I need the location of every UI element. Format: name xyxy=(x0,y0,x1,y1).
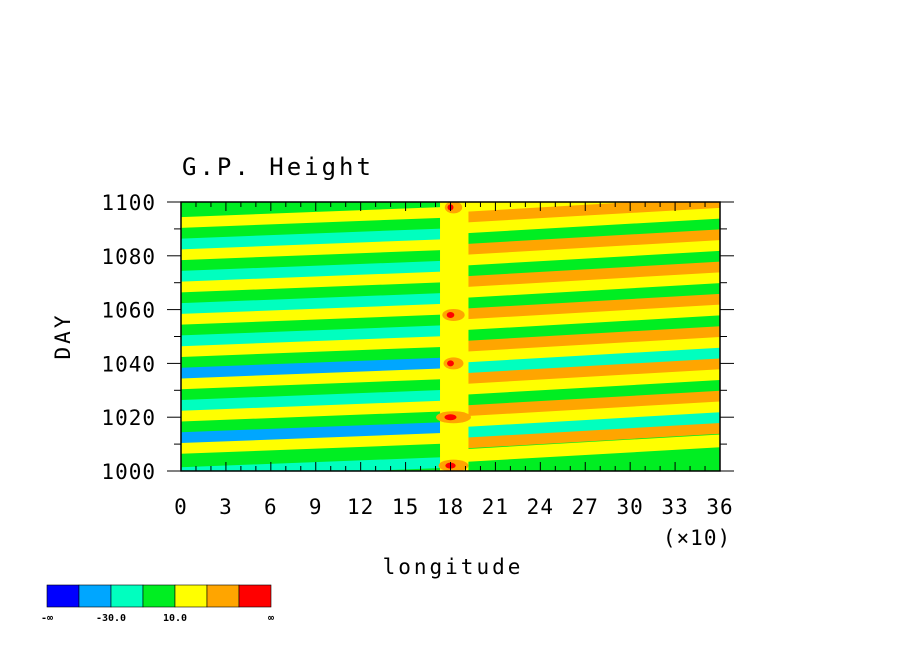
orange-patch xyxy=(444,202,463,214)
y-tick-label: 1020 xyxy=(101,406,156,430)
colorbar: -∞ -30.0 10.0 ∞ xyxy=(41,584,274,624)
heat-band-east xyxy=(441,334,720,364)
heat-band-east xyxy=(441,281,720,310)
colorbar-swatch xyxy=(238,584,272,608)
y-axis-label: DAY xyxy=(51,313,75,360)
x-tick-label: 27 xyxy=(572,495,599,519)
heat-band-east xyxy=(441,248,720,278)
heat-band-west xyxy=(181,226,442,250)
heat-band-east xyxy=(441,216,720,246)
heat-band-east xyxy=(441,302,720,332)
x-tick-label: 30 xyxy=(617,495,644,519)
heat-band-west xyxy=(181,237,442,261)
data-bands xyxy=(181,202,720,471)
heat-band-east xyxy=(441,434,720,464)
colorbar-swatch xyxy=(78,584,112,608)
heat-band-west xyxy=(181,431,442,454)
x-tick-label: 33 xyxy=(661,495,688,519)
red-patch xyxy=(447,360,454,367)
heat-band-west xyxy=(181,258,442,282)
x-tick-label: 18 xyxy=(437,495,464,519)
x-tick-label: 12 xyxy=(347,495,374,519)
central-meridian-feature xyxy=(436,202,471,471)
heat-band-east xyxy=(441,377,720,407)
colorbar-swatch xyxy=(142,584,176,608)
y-tick-label: 1040 xyxy=(101,352,156,376)
heat-band-west xyxy=(181,205,442,228)
heat-band-west xyxy=(181,280,442,304)
heat-band-east xyxy=(441,445,720,471)
heat-band-east xyxy=(441,202,635,214)
heat-band-west xyxy=(181,248,442,271)
colorbar-swatch xyxy=(110,584,144,608)
heat-band-west xyxy=(181,291,442,314)
red-patch xyxy=(446,311,455,318)
heat-band-east xyxy=(441,270,720,300)
x-tick-label: 15 xyxy=(392,495,419,519)
heat-band-west xyxy=(181,420,442,444)
heat-band-west xyxy=(181,215,442,239)
x-tick-label: 21 xyxy=(482,495,509,519)
colorbar-swatch xyxy=(206,584,240,608)
heat-band-west xyxy=(181,355,442,379)
heat-band-east xyxy=(441,399,720,429)
x-tick-label: 3 xyxy=(219,495,233,519)
y-tick-label: 1060 xyxy=(101,299,156,323)
heat-band-west xyxy=(181,398,442,422)
colorbar-label: 10.0 xyxy=(163,613,187,624)
x-tick-label: 24 xyxy=(527,495,554,519)
colorbar-swatch xyxy=(46,584,80,608)
heat-band-west xyxy=(181,344,442,368)
colorbar-label: -∞ xyxy=(41,613,53,624)
x-tick-label: 6 xyxy=(264,495,278,519)
heat-band-west xyxy=(181,366,442,390)
heat-band-west xyxy=(181,409,442,433)
heat-band-east xyxy=(441,345,720,375)
heat-band-east xyxy=(441,421,720,450)
heat-band-east xyxy=(441,227,720,257)
heat-band-west xyxy=(181,377,442,400)
x-tick-label: 36 xyxy=(706,495,733,519)
y-axis-ticks: 1000 1020 1040 1060 1080 1100 xyxy=(101,191,734,484)
heat-band-east xyxy=(441,205,720,235)
y-tick-label: 1080 xyxy=(101,245,156,269)
heat-band-east xyxy=(441,259,720,289)
chart-title: G.P. Height xyxy=(182,153,374,181)
heat-band-east xyxy=(441,367,720,396)
colorbar-label: ∞ xyxy=(268,613,274,624)
heat-band-east xyxy=(441,238,720,267)
heat-band-west xyxy=(181,269,442,293)
heat-band-west xyxy=(181,387,442,411)
heat-band-east xyxy=(441,291,720,321)
heat-band-east xyxy=(441,324,720,353)
heat-band-east xyxy=(441,388,720,418)
y-tick-label: 1100 xyxy=(101,191,156,215)
colorbar-swatch xyxy=(174,584,208,608)
heat-band-east xyxy=(441,410,720,440)
heat-band-west xyxy=(181,334,442,357)
x-axis-ticks: 0 3 6 9 12 15 18 21 24 27 30 33 36 xyxy=(174,202,733,519)
meridian-ridge xyxy=(440,202,469,471)
x-scale-note: (×10) xyxy=(663,526,731,550)
heat-band-west xyxy=(181,301,442,325)
heat-band-east xyxy=(441,356,720,386)
colorbar-label: -30.0 xyxy=(96,613,126,624)
heat-band-west xyxy=(181,444,442,468)
heat-band-west xyxy=(181,202,442,218)
x-axis-label: longitude xyxy=(383,555,524,579)
heat-band-west xyxy=(181,323,442,347)
plot-area xyxy=(181,202,720,471)
heat-band-east xyxy=(441,313,720,343)
x-tick-label: 0 xyxy=(174,495,188,519)
x-tick-label: 9 xyxy=(309,495,323,519)
y-tick-label: 1000 xyxy=(101,460,156,484)
heat-band-west xyxy=(181,312,442,336)
red-patch xyxy=(444,414,457,421)
